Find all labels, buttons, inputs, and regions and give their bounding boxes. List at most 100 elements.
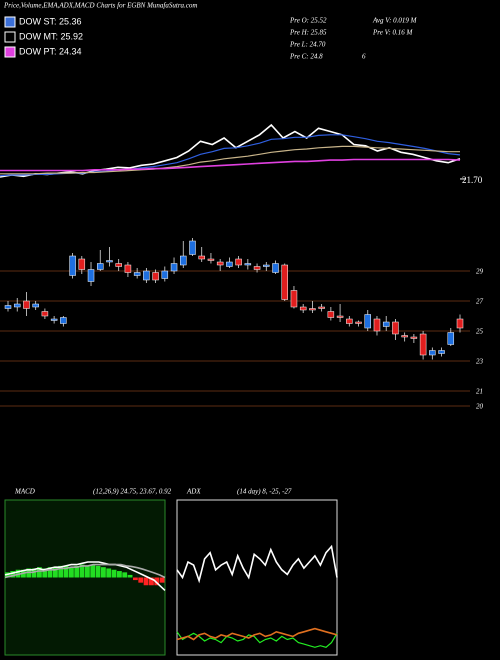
candle-body: [78, 258, 86, 270]
histogram-bar: [159, 577, 165, 583]
candle-body: [226, 261, 233, 267]
series-line: [176, 631, 338, 648]
histogram-bar: [111, 569, 117, 578]
candle-body: [447, 332, 455, 345]
candle-body: [382, 321, 390, 327]
candle-body: [13, 303, 21, 308]
candle-body: [272, 263, 279, 273]
panel-frame: [176, 499, 338, 656]
histogram-bar: [58, 565, 64, 578]
histogram-bar: [101, 567, 106, 578]
candle-body: [456, 318, 464, 329]
legend-label: DOW PT: 24.34: [19, 46, 82, 56]
y-tick-label: 23: [476, 358, 484, 366]
histogram-bar: [122, 572, 128, 578]
histogram-bar: [127, 574, 133, 578]
info-text: Avg V: 0.019 M: [372, 17, 418, 25]
histogram-bar: [42, 568, 48, 578]
info-text: Pre O: 25.52: [289, 17, 327, 25]
info-text: Pre L: 24.70: [289, 41, 326, 49]
histogram-bar: [90, 564, 96, 578]
candle-body: [318, 306, 325, 309]
series-line: [176, 627, 338, 641]
histogram-bar: [133, 577, 138, 581]
candle-body: [207, 258, 215, 261]
histogram-bar: [106, 568, 112, 578]
candle-body: [364, 314, 372, 329]
histogram-bar: [63, 565, 69, 578]
candle-body: [392, 321, 399, 335]
legend-label: DOW MT: 25.92: [19, 31, 83, 41]
candle-body: [41, 311, 49, 317]
histogram-bar: [10, 571, 16, 578]
candle-body: [124, 264, 132, 273]
candle-body: [161, 270, 169, 279]
last-value-label: 21.70: [462, 175, 483, 185]
candle-body: [198, 255, 205, 260]
candle-body: [419, 333, 427, 356]
candle-body: [152, 272, 159, 281]
candle-body: [115, 263, 122, 267]
candle-body: [346, 318, 353, 324]
candle-body: [4, 305, 12, 309]
legend-swatch: [4, 31, 16, 43]
candle-body: [69, 255, 76, 276]
candle-body: [235, 258, 242, 266]
histogram-bar: [31, 568, 37, 578]
histogram-bar: [149, 577, 154, 586]
candle-body: [87, 269, 95, 282]
candle-body: [438, 350, 445, 354]
candle-body: [410, 336, 418, 339]
candle-body: [429, 350, 436, 356]
candle-body: [244, 263, 252, 266]
candle-body: [327, 311, 335, 318]
legend-label: DOW ST: 25.36: [19, 16, 82, 26]
series-line: [4, 563, 166, 579]
panel-title: MACD: [14, 488, 35, 496]
candle-body: [60, 317, 67, 324]
candle-body: [290, 290, 298, 308]
y-tick-label: 21: [476, 388, 483, 396]
info-text: Pre C: 24.8: [289, 53, 323, 61]
series-line: [0, 145, 460, 175]
info-text: Pre H: 25.85: [289, 29, 327, 37]
histogram-bar: [85, 565, 90, 578]
panel-subtitle: (14 day) 8, -25, -27: [237, 488, 292, 496]
candle-body: [106, 260, 113, 263]
page-title: Price,Volume,EMA,ADX,MACD Charts for EGB…: [3, 2, 197, 10]
candle-body: [373, 318, 381, 332]
candle-body: [355, 321, 362, 324]
histogram-bar: [143, 577, 149, 586]
panel-title: ADX: [186, 488, 201, 496]
candle-body: [216, 261, 224, 266]
histogram-bar: [37, 567, 42, 578]
candle-body: [143, 270, 150, 281]
histogram-bar: [154, 577, 160, 586]
panel-subtitle: (12,26,9) 24.75, 23.67, 0.92: [93, 488, 172, 496]
histogram-bar: [69, 567, 74, 578]
series-line: [0, 158, 461, 172]
candle-body: [170, 263, 178, 272]
candle-body: [281, 264, 288, 300]
histogram-bar: [47, 567, 53, 578]
y-tick-label: 20: [476, 403, 484, 411]
candle-body: [96, 263, 104, 270]
histogram-bar: [117, 571, 122, 578]
legend-swatch: [4, 16, 16, 28]
candle-body: [336, 315, 344, 318]
candle-body: [401, 335, 408, 338]
info-text: 6: [362, 53, 366, 61]
candle-body: [32, 303, 39, 308]
y-tick-label: 29: [476, 268, 484, 276]
histogram-bar: [95, 565, 101, 578]
candle-body: [253, 266, 261, 270]
candle-body: [180, 255, 187, 266]
series-line: [4, 561, 166, 591]
histogram-bar: [79, 564, 85, 578]
candle-body: [189, 240, 196, 255]
histogram-bar: [74, 565, 80, 578]
histogram-bar: [53, 567, 58, 578]
y-tick-label: 25: [476, 328, 484, 336]
histogram-bar: [138, 577, 144, 583]
